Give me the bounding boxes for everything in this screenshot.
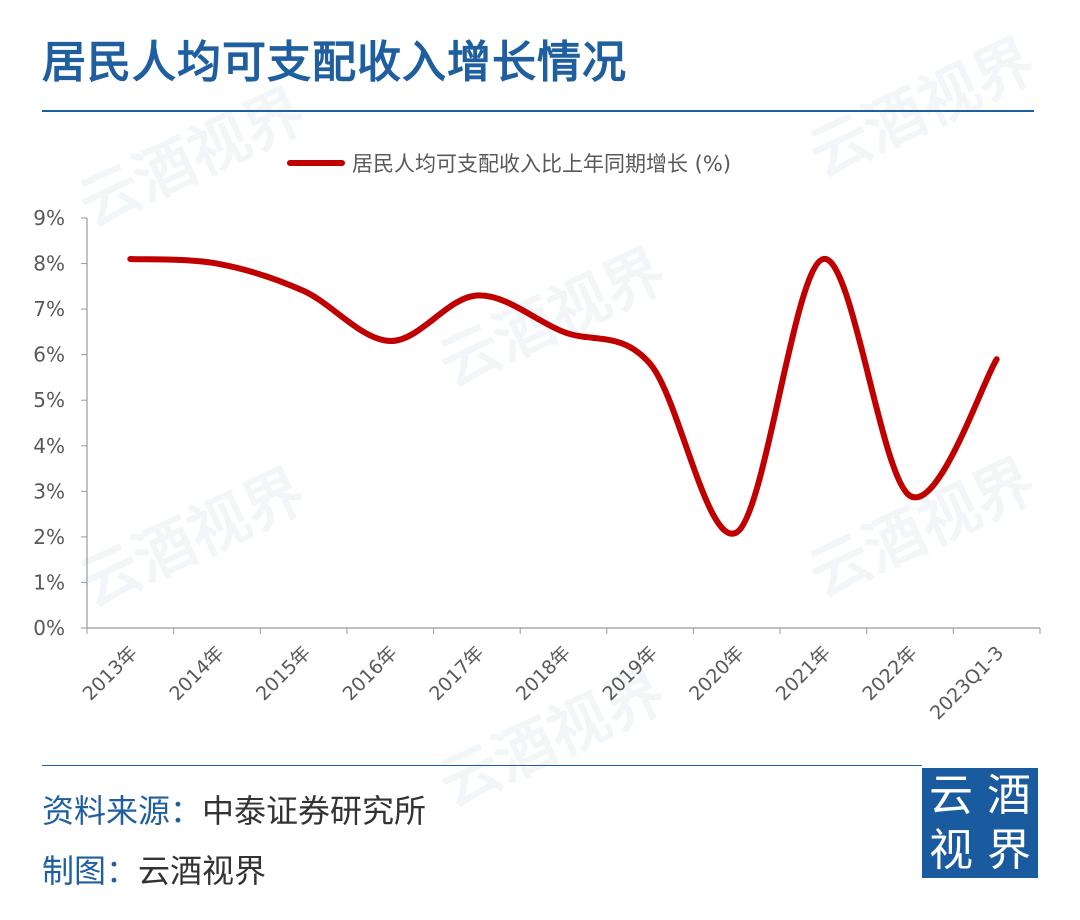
y-tick-label: 7%	[33, 297, 65, 321]
logo-char: 界	[987, 824, 1031, 876]
source-line: 资料来源：中泰证券研究所	[42, 786, 426, 832]
y-tick-label: 5%	[33, 388, 65, 412]
credit-line: 制图：云酒视界	[42, 846, 266, 892]
y-tick-label: 1%	[33, 570, 65, 594]
logo-char: 视	[929, 824, 973, 876]
x-tick-label: 2020年	[685, 642, 748, 705]
logo-char: 云	[929, 769, 973, 821]
x-tick-label: 2015年	[252, 642, 315, 705]
y-tick-label: 2%	[33, 525, 65, 549]
y-tick-label: 8%	[33, 252, 65, 276]
x-tick-label: 2023Q1-3	[926, 642, 1008, 724]
footer-divider	[42, 765, 922, 766]
series-line	[127, 256, 1000, 537]
x-tick-label: 2014年	[165, 642, 228, 705]
credit-label: 制图：	[42, 852, 139, 890]
source-label: 资料来源：	[42, 792, 203, 830]
brand-logo: 云 酒 视 界	[922, 768, 1038, 878]
x-tick-label: 2016年	[339, 642, 402, 705]
credit-value: 云酒视界	[138, 852, 267, 890]
logo-char: 酒	[987, 769, 1031, 821]
y-tick-label: 9%	[33, 206, 65, 230]
source-value: 中泰证券研究所	[202, 792, 427, 830]
legend-label: 居民人均可支配收入比上年同期增长 (%)	[352, 152, 731, 176]
x-tick-label: 2017年	[425, 642, 488, 705]
y-tick-label: 0%	[33, 616, 65, 640]
x-tick-label: 2019年	[598, 642, 661, 705]
title-divider	[42, 110, 1034, 112]
x-tick-label: 2022年	[858, 642, 921, 705]
y-tick-label: 4%	[33, 434, 65, 458]
y-tick-label: 3%	[33, 479, 65, 503]
x-tick-label: 2021年	[772, 642, 835, 705]
page-title: 居民人均可支配收入增长情况	[42, 37, 627, 88]
y-tick-label: 6%	[33, 343, 65, 367]
x-tick-label: 2018年	[512, 642, 575, 705]
line-chart: 居民人均可支配收入比上年同期增长 (%) 0% 1% 2% 3% 4% 5% 6% 7% 8% 9%…	[33, 152, 1041, 724]
x-tick-label: 2013年	[79, 642, 142, 705]
